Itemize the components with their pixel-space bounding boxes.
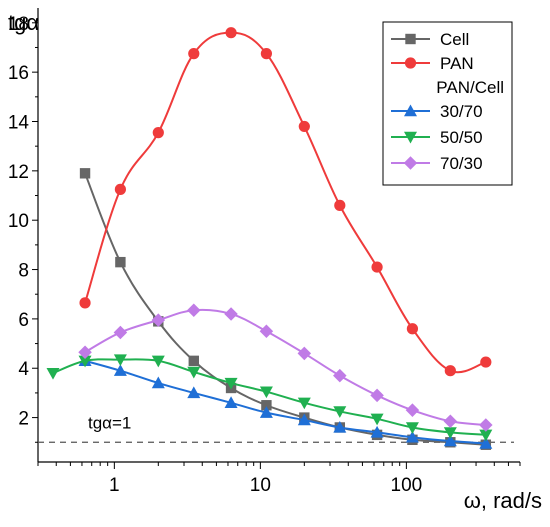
data-point-cell	[188, 355, 199, 367]
legend-box	[382, 21, 513, 186]
data-point-30-70	[370, 425, 384, 438]
y-axis-title: tgα	[8, 10, 39, 35]
legend-subtitle: PAN/Cell	[436, 78, 504, 97]
series-line-70-30	[84, 308, 486, 426]
data-point-30-70	[259, 406, 273, 418]
data-point-70-30	[78, 345, 92, 359]
legend-label-70-30: 70/30	[440, 154, 483, 173]
data-point-30-70	[479, 436, 493, 449]
legend-marker-pan	[404, 57, 417, 69]
data-point-70-30	[224, 307, 238, 321]
data-point-30-70	[113, 364, 127, 376]
legend-marker-50-50	[404, 131, 417, 144]
y-tick-label: 18	[8, 14, 29, 35]
data-point-30-70	[405, 430, 419, 443]
x-axis-title: ω, rad/s	[464, 488, 542, 513]
data-point-cell	[261, 400, 272, 411]
data-point-pan	[480, 356, 492, 368]
legend-label-50-50: 50/50	[440, 128, 483, 147]
legend-marker-30-70	[404, 104, 417, 117]
data-point-pan	[334, 199, 346, 211]
data-point-30-70	[224, 396, 238, 408]
data-point-cell	[79, 168, 91, 179]
reference-line-label: tgα=1	[88, 413, 131, 432]
data-point-50-50	[224, 377, 238, 390]
data-point-pan	[188, 48, 200, 60]
data-point-pan	[260, 48, 273, 60]
data-point-70-30	[113, 325, 128, 340]
data-point-70-30	[297, 346, 312, 361]
data-point-70-30	[151, 313, 166, 327]
data-point-50-50	[259, 386, 273, 399]
data-point-cell	[115, 256, 126, 268]
data-point-70-30	[187, 303, 201, 318]
data-point-30-70	[297, 413, 311, 426]
x-tick-label: 1	[109, 475, 120, 496]
series-50-50	[46, 354, 493, 442]
data-point-70-30	[333, 368, 347, 383]
data-point-pan	[298, 120, 310, 133]
legend-marker-70-30	[403, 156, 418, 170]
data-point-30-70	[187, 386, 201, 399]
y-tick-label: 16	[8, 63, 29, 84]
data-point-50-50	[370, 413, 384, 426]
series-30-70	[78, 354, 493, 449]
data-point-pan	[79, 297, 91, 309]
y-tick-label: 12	[8, 162, 29, 183]
legend-marker-cell	[405, 33, 416, 45]
y-tick-label: 14	[8, 113, 30, 134]
data-point-pan	[444, 365, 456, 377]
legend-label-pan: PAN	[440, 54, 474, 73]
data-point-70-30	[405, 403, 420, 417]
x-tick-label: 100	[391, 475, 423, 496]
data-point-50-50	[78, 355, 92, 368]
data-point-50-50	[297, 397, 311, 410]
data-point-70-30	[479, 418, 493, 432]
data-point-70-30	[370, 388, 384, 403]
series-pan	[79, 27, 492, 377]
data-point-50-50	[187, 366, 201, 379]
data-point-pan	[114, 183, 126, 195]
y-tick-label: 8	[18, 261, 29, 282]
y-tick-label: 10	[8, 211, 29, 232]
data-point-50-50	[151, 355, 165, 368]
data-point-50-50	[405, 422, 419, 434]
data-point-30-70	[443, 434, 457, 447]
legend-label-cell: Cell	[440, 30, 469, 49]
y-tick-label: 4	[18, 359, 29, 380]
data-point-30-70	[151, 376, 165, 389]
data-point-50-50	[113, 354, 127, 367]
data-point-50-50	[333, 406, 347, 418]
series-70-30	[78, 303, 493, 432]
data-point-50-50	[443, 427, 457, 439]
x-tick-label: 10	[250, 475, 271, 496]
y-tick-label: 6	[18, 310, 29, 331]
data-point-50-50	[479, 429, 493, 442]
y-tick-label: 2	[18, 409, 29, 430]
series-cell	[79, 168, 492, 450]
data-point-pan	[225, 27, 237, 39]
data-point-pan	[406, 323, 419, 335]
data-point-70-30	[259, 324, 274, 338]
data-point-50-50	[46, 367, 60, 380]
legend-label-30-70: 30/70	[440, 102, 483, 121]
series-line-30-70	[84, 359, 486, 445]
data-point-70-30	[443, 414, 458, 429]
data-point-pan	[371, 261, 383, 273]
data-point-30-70	[333, 420, 347, 433]
data-point-pan	[152, 127, 164, 139]
series-line-cell	[84, 172, 486, 446]
